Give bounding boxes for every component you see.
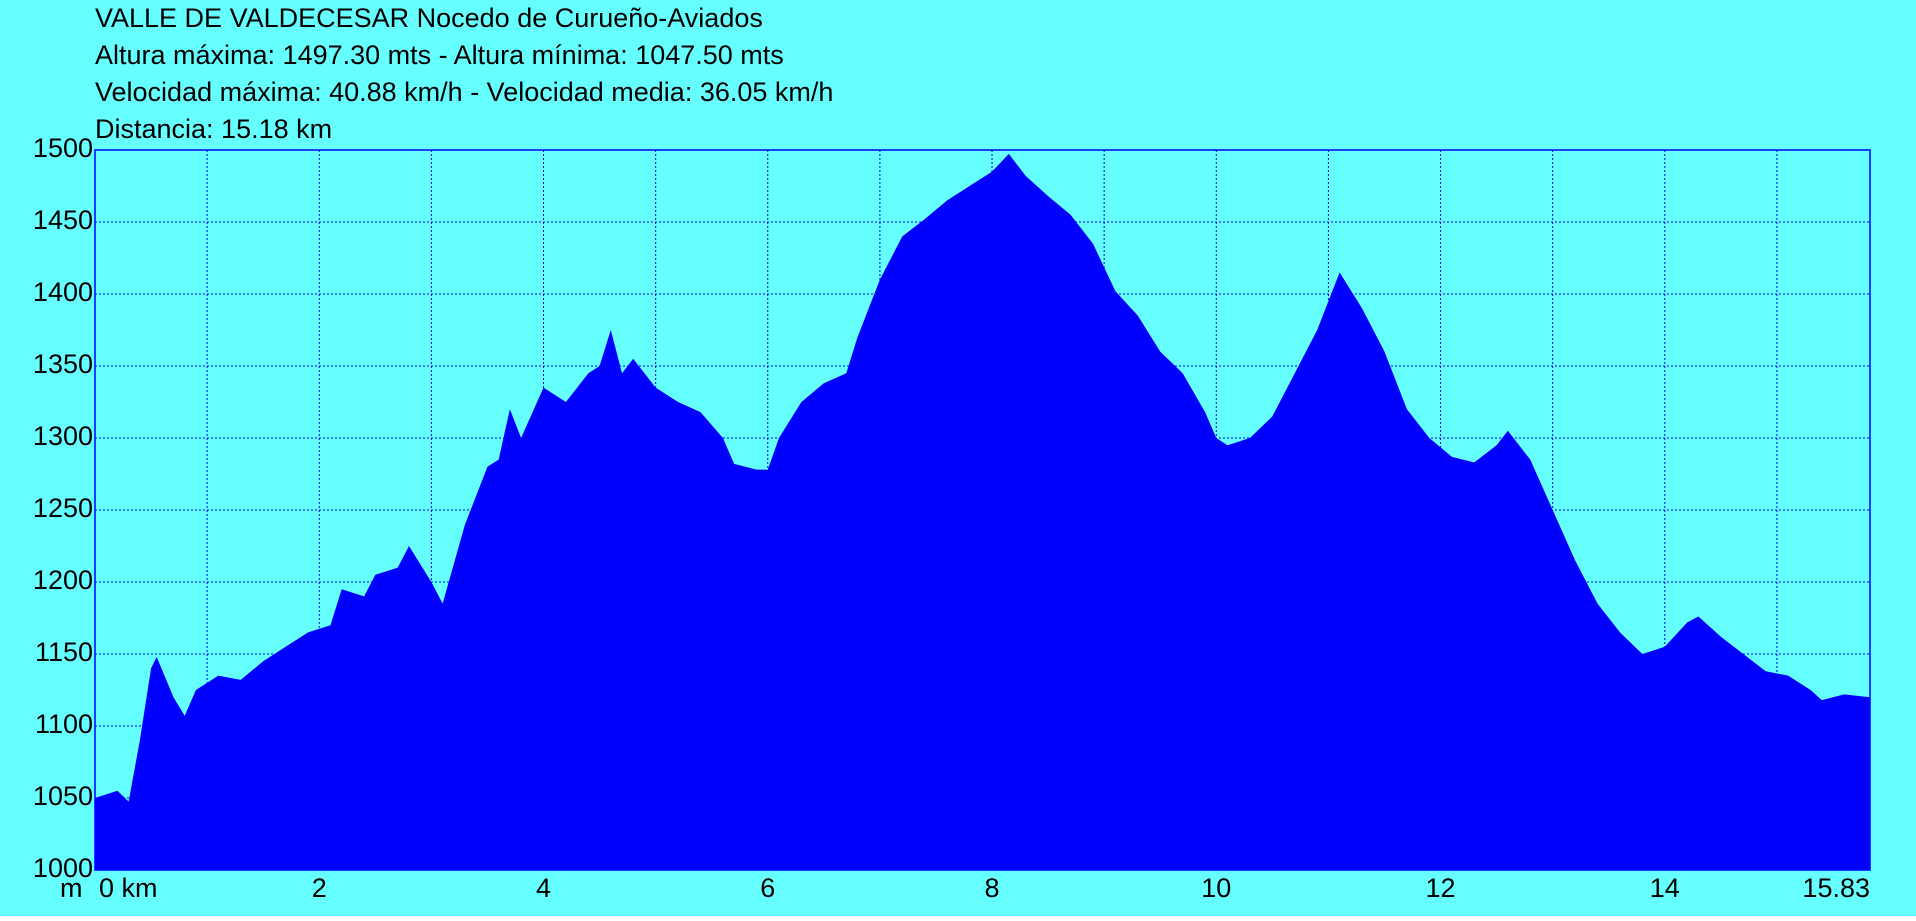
plot-border	[94, 149, 1871, 871]
y-tick-label: 1000	[33, 853, 93, 883]
y-tick-label: 1300	[33, 421, 93, 451]
title-line: Altura máxima: 1497.30 mts - Altura míni…	[95, 40, 784, 70]
title-line: VALLE DE VALDECESAR Nocedo de Curueño-Av…	[95, 3, 763, 33]
x-tick-label: 12	[1426, 873, 1456, 903]
x-tick-label: 0 km	[99, 873, 158, 903]
y-tick-label: 1150	[35, 637, 93, 667]
y-unit-label: m	[60, 873, 83, 903]
y-tick-label: 1350	[33, 349, 93, 379]
y-tick-label: 1400	[33, 277, 93, 307]
x-tick-label: 10	[1201, 873, 1231, 903]
x-tick-label: 8	[985, 873, 1000, 903]
y-tick-label: 1200	[33, 565, 93, 595]
title-line: Distancia: 15.18 km	[95, 114, 332, 144]
y-tick-label: 1450	[33, 205, 93, 235]
y-tick-label: 1250	[33, 493, 93, 523]
y-tick-label: 1050	[33, 781, 93, 811]
x-tick-label: 4	[536, 873, 551, 903]
elevation-area	[95, 153, 1870, 870]
x-tick-label: 2	[312, 873, 327, 903]
x-tick-label: 15.83	[1802, 873, 1870, 903]
title-line: Velocidad máxima: 40.88 km/h - Velocidad…	[95, 77, 833, 107]
y-tick-label: 1100	[35, 709, 93, 739]
x-tick-label: 14	[1650, 873, 1680, 903]
y-tick-label: 1500	[33, 133, 93, 163]
x-tick-label: 6	[760, 873, 775, 903]
